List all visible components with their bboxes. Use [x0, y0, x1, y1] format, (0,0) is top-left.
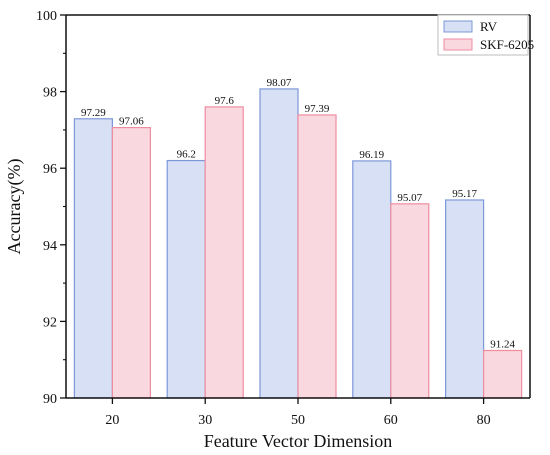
- bar-rv-80: [445, 199, 485, 399]
- legend-label-rv: RV: [480, 19, 498, 34]
- data-label-skf-6205-60: 95.07: [397, 192, 422, 204]
- y-tick-label-100: 100: [36, 9, 57, 24]
- bar-rv-50: [259, 88, 299, 399]
- legend-swatch-rv: [443, 20, 473, 33]
- x-tick-label-50: 50: [291, 413, 305, 428]
- bars-layer: [73, 88, 523, 399]
- data-label-skf-6205-20: 97.06: [119, 116, 144, 128]
- x-ticks-layer: 20 30 50 60 80: [105, 398, 491, 428]
- data-label-rv-30: 96.2: [177, 149, 196, 161]
- data-label-skf-6205-50: 97.39: [305, 103, 330, 115]
- bar-skf-6205-80: [483, 349, 523, 399]
- bar-skf-6205-60: [390, 203, 430, 399]
- bar-skf-6205-30: [204, 106, 244, 399]
- bar-rv-30: [166, 159, 206, 399]
- data-label-rv-20: 97.29: [81, 107, 106, 119]
- bar-skf-6205-50: [297, 114, 337, 399]
- legend: RV SKF-6205: [437, 14, 534, 56]
- data-label-skf-6205-30: 97.6: [215, 95, 235, 107]
- x-axis-title: Feature Vector Dimension: [204, 431, 393, 451]
- y-tick-label-94: 94: [43, 239, 57, 254]
- x-tick-label-30: 30: [198, 413, 212, 428]
- bar-rv-60: [352, 160, 392, 399]
- y-ticks-layer: 90 92 94 96 98 100: [36, 9, 66, 407]
- bar-skf-6205-20: [111, 127, 152, 399]
- legend-swatch-skf-6205: [443, 38, 473, 51]
- bar-rv-20: [73, 118, 114, 399]
- legend-label-skf-6205: SKF-6205: [480, 37, 534, 52]
- y-tick-label-92: 92: [43, 315, 57, 330]
- data-label-rv-80: 95.17: [452, 188, 477, 200]
- y-tick-label-98: 98: [43, 86, 57, 101]
- x-tick-label-80: 80: [477, 413, 491, 428]
- data-label-skf-6205-80: 91.24: [490, 339, 515, 351]
- x-tick-label-60: 60: [384, 413, 398, 428]
- data-labels-layer: 97.29 97.06 96.2 97.6 98.07 97.39 96.19 95.07 95…: [81, 77, 515, 351]
- y-tick-label-90: 90: [43, 392, 57, 407]
- data-label-rv-60: 96.19: [359, 149, 384, 161]
- data-label-rv-50: 98.07: [267, 77, 292, 89]
- x-tick-label-20: 20: [105, 413, 119, 428]
- y-tick-label-96: 96: [43, 162, 57, 177]
- y-axis-title: Accuracy(%): [4, 159, 25, 255]
